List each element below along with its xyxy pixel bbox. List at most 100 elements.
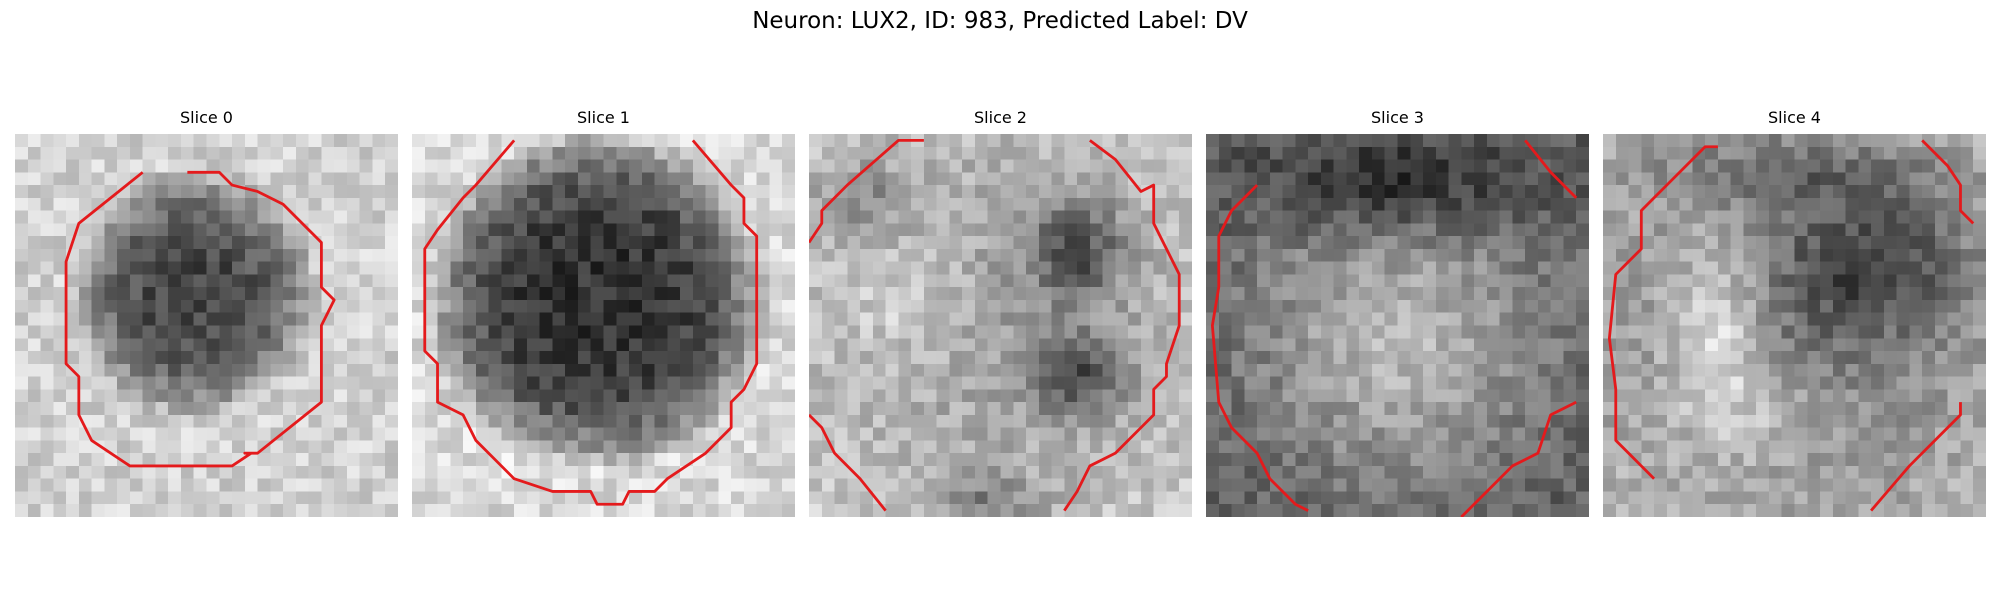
pixel — [860, 134, 873, 147]
pixel — [463, 262, 476, 275]
pixel — [578, 274, 591, 287]
pixel — [79, 274, 92, 287]
pixel — [219, 287, 232, 300]
pixel — [769, 160, 782, 173]
pixel — [1077, 326, 1090, 339]
pixel — [1449, 147, 1462, 160]
pixel — [604, 338, 617, 351]
pixel — [92, 453, 105, 466]
pixel — [450, 364, 463, 377]
pixel — [1039, 287, 1052, 300]
pixel — [168, 351, 181, 364]
slice-panel-3: Slice 3 — [1206, 108, 1589, 517]
pixel — [1141, 377, 1154, 390]
pixel — [642, 351, 655, 364]
pixel — [604, 326, 617, 339]
pixel — [360, 147, 373, 160]
pixel — [835, 479, 848, 492]
pixel — [782, 491, 795, 504]
pixel — [79, 351, 92, 364]
pixel — [1449, 249, 1462, 262]
pixel — [514, 249, 527, 262]
pixel — [412, 249, 425, 262]
pixel — [1654, 198, 1667, 211]
pixel — [1219, 236, 1232, 249]
pixel — [988, 198, 1001, 211]
pixel — [28, 402, 41, 415]
pixel — [1743, 185, 1756, 198]
pixel — [296, 249, 309, 262]
pixel — [616, 160, 629, 173]
pixel — [1654, 223, 1667, 236]
pixel — [1512, 351, 1525, 364]
pixel — [1948, 491, 1961, 504]
pixel — [79, 402, 92, 415]
slice-title: Slice 2 — [809, 108, 1192, 130]
pixel — [1512, 160, 1525, 173]
pixel — [143, 236, 156, 249]
pixel — [1270, 504, 1283, 517]
pixel — [1141, 338, 1154, 351]
pixel — [757, 326, 770, 339]
pixel — [1103, 198, 1116, 211]
pixel — [1960, 172, 1973, 185]
pixel — [1820, 236, 1833, 249]
pixel — [1398, 134, 1411, 147]
pixel — [1103, 428, 1116, 441]
pixel — [924, 236, 937, 249]
pixel — [425, 262, 438, 275]
pixel — [425, 211, 438, 224]
pixel — [296, 351, 309, 364]
pixel — [949, 160, 962, 173]
pixel — [604, 364, 617, 377]
pixel — [782, 274, 795, 287]
pixel — [28, 491, 41, 504]
pixel — [655, 274, 668, 287]
pixel — [1423, 428, 1436, 441]
pixel — [309, 377, 322, 390]
pixel — [1500, 147, 1513, 160]
pixel — [245, 402, 258, 415]
pixel — [975, 351, 988, 364]
pixel — [1973, 389, 1986, 402]
pixel — [53, 504, 66, 517]
pixel — [514, 402, 527, 415]
pixel — [1782, 428, 1795, 441]
pixel — [1372, 479, 1385, 492]
pixel — [680, 274, 693, 287]
pixel — [1423, 300, 1436, 313]
pixel — [1115, 147, 1128, 160]
pixel — [1935, 326, 1948, 339]
pixel — [117, 262, 130, 275]
pixel — [886, 389, 899, 402]
pixel — [1064, 453, 1077, 466]
pixel — [1270, 440, 1283, 453]
pixel — [1884, 198, 1897, 211]
pixel — [616, 185, 629, 198]
pixel — [1257, 377, 1270, 390]
pixel — [1743, 287, 1756, 300]
pixel — [270, 287, 283, 300]
pixel — [1385, 274, 1398, 287]
pixel — [1756, 160, 1769, 173]
pixel — [975, 287, 988, 300]
pixel — [1935, 466, 1948, 479]
pixel — [1206, 274, 1219, 287]
pixel — [1692, 440, 1705, 453]
pixel — [1423, 338, 1436, 351]
pixel — [769, 491, 782, 504]
pixel — [1141, 466, 1154, 479]
pixel — [1743, 440, 1756, 453]
pixel — [1500, 479, 1513, 492]
pixel — [937, 313, 950, 326]
pixel — [28, 415, 41, 428]
pixel — [718, 389, 731, 402]
pixel — [438, 351, 451, 364]
pixel — [1013, 415, 1026, 428]
pixel — [66, 160, 79, 173]
pixel — [385, 453, 398, 466]
pixel — [1461, 377, 1474, 390]
pixel — [489, 351, 502, 364]
pixel — [616, 326, 629, 339]
pixel — [1731, 211, 1744, 224]
